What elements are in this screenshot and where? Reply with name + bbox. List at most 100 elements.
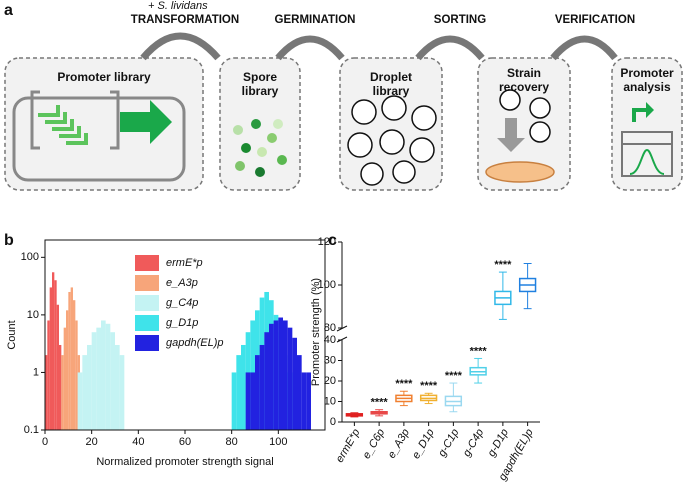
histogram-bar	[45, 355, 48, 430]
x-tick-label: ermE*p	[334, 427, 363, 465]
x-tick-label: g-C1p	[436, 427, 461, 459]
histogram-bar	[301, 372, 307, 430]
significance: ****	[470, 345, 488, 357]
step-label: GERMINATION	[274, 14, 356, 26]
histogram-bar	[52, 272, 55, 430]
histogram-bar	[66, 310, 69, 430]
legend-swatch	[135, 335, 159, 351]
histogram-bar	[96, 327, 101, 430]
histogram-bar	[59, 344, 62, 430]
histogram-bar	[73, 300, 76, 430]
histogram-bar	[245, 372, 251, 430]
x-tick-label: 60	[179, 436, 191, 448]
y-tick-label: 100	[21, 251, 39, 263]
recovery-icon	[485, 89, 555, 183]
histogram-bar	[250, 372, 255, 430]
histogram-bar	[287, 327, 293, 430]
plasmid-icon	[12, 90, 186, 182]
histogram-bar	[259, 344, 265, 430]
x-tick-label: e_C6p	[361, 427, 388, 461]
histogram-bar	[47, 320, 50, 430]
y-tick-label: 1	[33, 366, 39, 378]
histogram-bar	[273, 320, 279, 430]
histogram-bar	[63, 327, 66, 430]
droplet-icon	[347, 95, 437, 186]
x-tick-label: 80	[226, 436, 238, 448]
legend-swatch	[135, 275, 159, 291]
x-tick-label: e_D1p	[410, 427, 437, 461]
y-tick-label: 30	[324, 354, 336, 366]
y-tick-label: 80	[324, 322, 336, 334]
analysis-icon	[621, 102, 673, 177]
significance: ****	[445, 370, 463, 382]
x-tick-label: 20	[86, 436, 98, 448]
legend-label: g_D1p	[166, 317, 198, 329]
panel-label: b	[4, 232, 14, 249]
histogram-bar	[264, 332, 269, 430]
y-axis-title: Promoter strength (%)	[310, 278, 322, 386]
histogram-bar	[54, 280, 57, 430]
legend-label: e_A3p	[166, 277, 198, 289]
stage-label: Promoter analysis	[620, 66, 674, 94]
legend-swatch	[135, 295, 159, 311]
histogram-bar	[255, 355, 260, 430]
histogram-bar	[119, 355, 125, 430]
significance: ****	[395, 378, 413, 390]
histogram-bar	[56, 304, 59, 430]
histogram-bar	[77, 372, 83, 430]
histogram-bar	[292, 337, 297, 430]
stage-label: Droplet library	[370, 70, 412, 98]
stage-label: Promoter library	[57, 70, 151, 84]
legend-swatch	[135, 255, 159, 271]
legend-label: g_C4p	[166, 297, 198, 309]
y-tick-label: 0.1	[24, 424, 39, 436]
spore-icon	[233, 119, 287, 177]
y-tick-label: 100	[318, 279, 336, 291]
histogram-bar	[283, 320, 288, 430]
histogram-bar	[241, 344, 246, 430]
histogram-bar	[91, 332, 97, 430]
histogram-bar	[105, 323, 111, 430]
histogram-bar	[115, 344, 120, 430]
histogram-bar	[75, 320, 78, 430]
y-tick-label: 10	[27, 309, 39, 321]
histogram-bar	[297, 355, 302, 430]
x-tick-label: 40	[132, 436, 144, 448]
y-axis-title: Count	[6, 320, 18, 349]
step-note: + S. lividans	[148, 0, 208, 12]
y-tick-label: 40	[324, 334, 336, 346]
histogram-bar	[70, 287, 73, 430]
histogram-bar	[231, 372, 237, 430]
step-label: SORTING	[433, 14, 487, 26]
stage-label: Spore library	[241, 70, 279, 98]
legend-label: gapdh(EL)p	[166, 337, 224, 349]
histogram-bar	[82, 355, 87, 430]
histogram-bar	[306, 372, 311, 430]
stage-label: Strain recovery	[498, 66, 550, 94]
x-tick-label: g-D1p	[486, 427, 511, 459]
y-tick-label: 10	[324, 395, 336, 407]
histogram-bar	[87, 344, 92, 430]
y-tick-label: 20	[324, 375, 336, 387]
histogram-bar	[110, 332, 115, 430]
histogram-bar	[61, 355, 64, 430]
histogram-bar	[236, 355, 241, 430]
y-tick-label: 120	[318, 236, 336, 248]
y-tick-label: 0	[330, 416, 336, 428]
stage-boxes	[4, 57, 683, 191]
step-label: TRANSFORMATION	[130, 14, 240, 26]
legend-label: ermE*p	[166, 257, 203, 269]
legend-swatch	[135, 315, 159, 331]
significance: ****	[420, 380, 438, 392]
x-tick-label: e_A3p	[386, 427, 412, 461]
significance: ****	[371, 397, 389, 409]
x-tick-label: 0	[42, 436, 48, 448]
step-arcs	[140, 32, 618, 61]
x-tick-label: 100	[269, 436, 287, 448]
histogram-bar	[269, 323, 274, 430]
significance: ****	[494, 259, 512, 271]
x-tick-label: g-C4p	[461, 427, 486, 459]
histogram-bar	[68, 291, 71, 430]
